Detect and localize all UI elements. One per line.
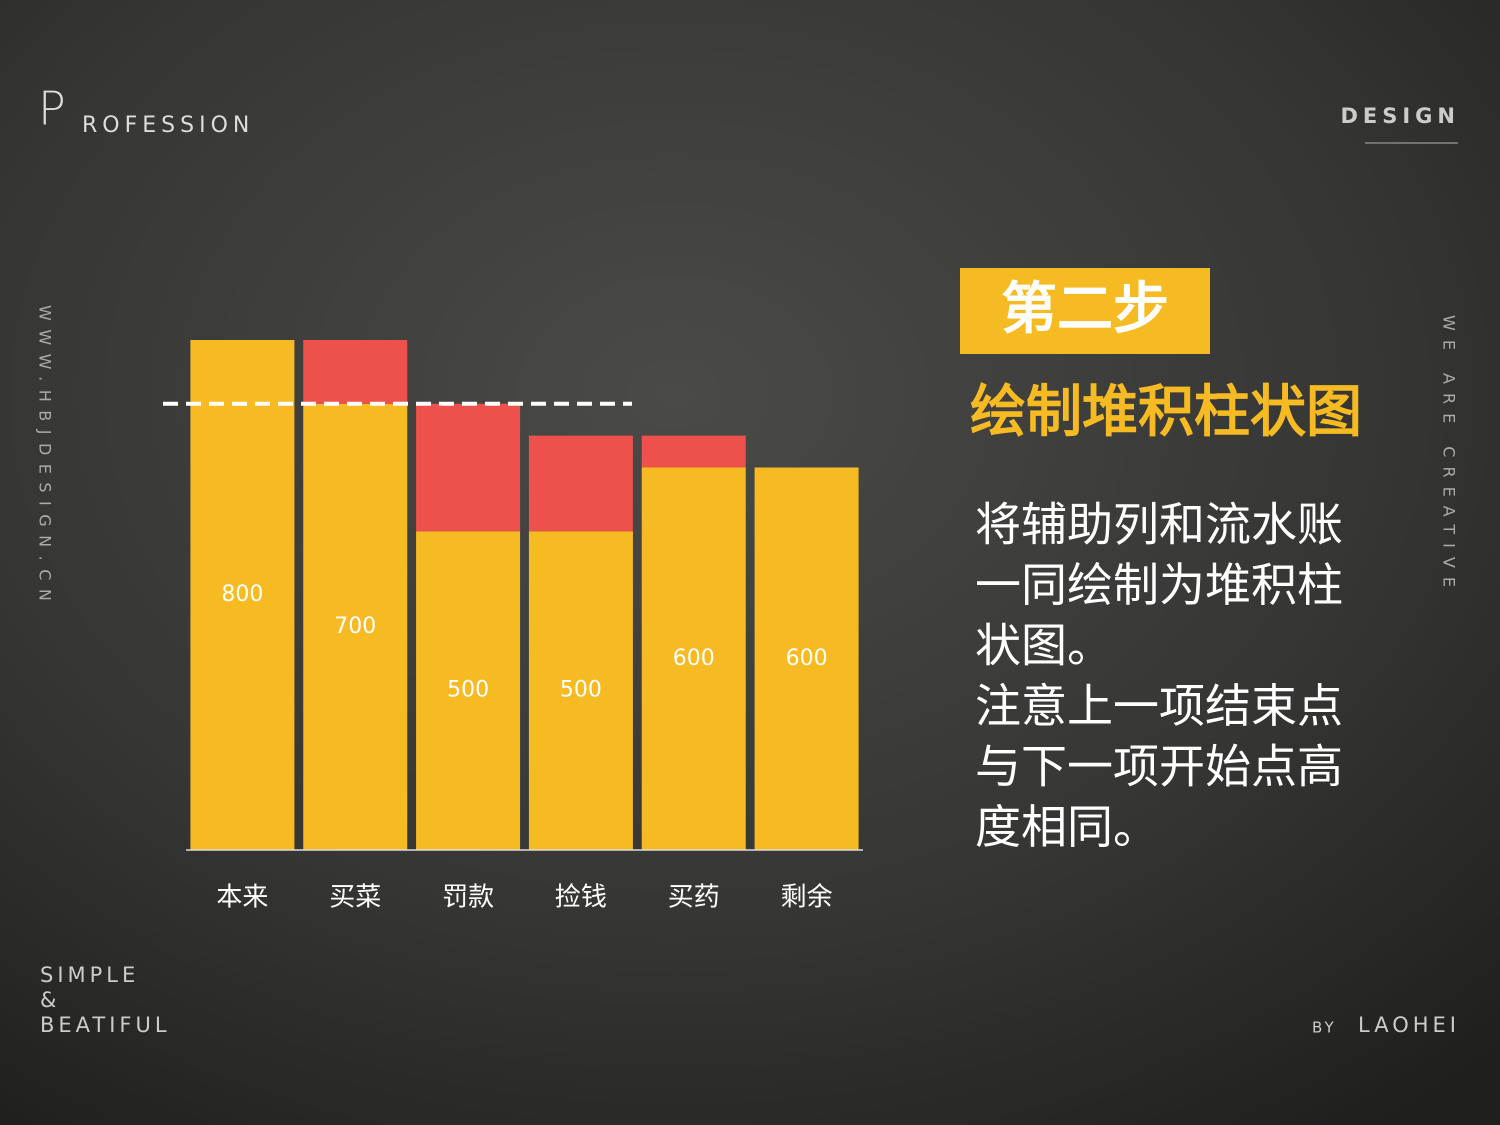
side-left: WWW.HBJDESIGN.CN bbox=[36, 305, 55, 609]
footer-line: & bbox=[40, 988, 60, 1012]
body-line: 一同绘制为堆积柱 bbox=[975, 558, 1343, 612]
bar-segment bbox=[303, 403, 408, 850]
bar-segment bbox=[754, 467, 859, 850]
data-label: 700 bbox=[334, 614, 376, 639]
data-label: 800 bbox=[221, 582, 263, 607]
footer-line: BEATIFUL bbox=[40, 1013, 171, 1037]
x-tick-label: 捡钱 bbox=[555, 883, 607, 913]
x-tick-label: 买药 bbox=[668, 883, 720, 913]
bar-segment bbox=[416, 531, 521, 850]
x-tick-label: 剩余 bbox=[781, 883, 833, 913]
bar-segment bbox=[416, 403, 521, 532]
logo-initial: P bbox=[38, 82, 66, 136]
footer-line: SIMPLE bbox=[40, 963, 139, 987]
tag: DESIGN bbox=[1340, 104, 1460, 128]
bar-segment bbox=[190, 340, 295, 850]
body-line: 注意上一项结束点 bbox=[975, 679, 1343, 733]
bar-segment bbox=[528, 531, 633, 850]
bar-segment bbox=[641, 435, 746, 468]
body-line: 状图。 bbox=[975, 619, 1113, 673]
data-label: 600 bbox=[786, 646, 828, 671]
body-line: 将辅助列和流水账 bbox=[975, 498, 1343, 552]
x-tick-label: 本来 bbox=[216, 883, 268, 913]
body-line: 度相同。 bbox=[975, 800, 1159, 854]
step-badge bbox=[960, 268, 1210, 354]
x-tick-label: 罚款 bbox=[442, 883, 494, 913]
footer-author: LAOHEI bbox=[1358, 1013, 1460, 1037]
footer-by: BY bbox=[1312, 1019, 1337, 1037]
data-label: 600 bbox=[673, 646, 715, 671]
data-label: 500 bbox=[447, 678, 489, 703]
step-label: 第二步 bbox=[1001, 277, 1169, 342]
bar-segment bbox=[641, 467, 746, 850]
x-tick-label: 买菜 bbox=[329, 883, 381, 913]
data-label: 500 bbox=[560, 678, 602, 703]
side-right: WE ARE CREATIVE bbox=[1440, 315, 1459, 596]
body-line: 与下一项开始点高 bbox=[975, 740, 1343, 794]
heading: 绘制堆积柱状图 bbox=[970, 380, 1362, 445]
logo-text: ROFESSION bbox=[82, 113, 254, 138]
bar-segment bbox=[528, 435, 633, 532]
bar-segment bbox=[303, 340, 408, 404]
